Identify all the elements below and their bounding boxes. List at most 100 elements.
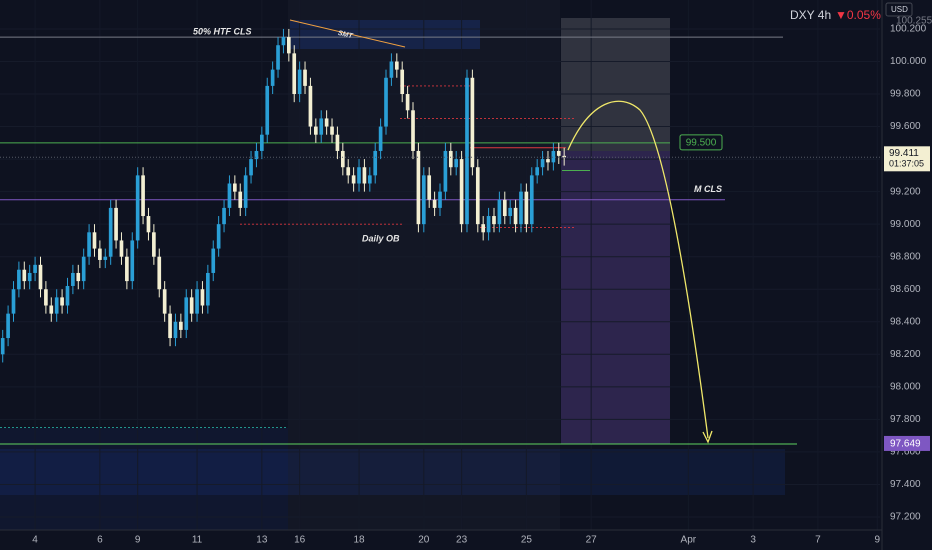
x-tick-label: 9 xyxy=(875,535,881,546)
currency-box xyxy=(885,2,913,17)
axis-labels: 97.200 97.400 97.600 97.800 98.000 98.200 98.4… xyxy=(0,16,932,546)
candle-body xyxy=(206,272,210,306)
candle-body xyxy=(286,37,291,54)
price-axis xyxy=(882,0,932,550)
candle-body xyxy=(540,159,545,168)
y-tick-label: 99.000 xyxy=(890,219,921,230)
candle-body xyxy=(22,269,27,282)
candle-body xyxy=(362,167,367,184)
level-name: Daily OB xyxy=(362,234,400,244)
candle-body xyxy=(330,126,334,135)
candle-body xyxy=(146,216,151,233)
x-tick-label: 11 xyxy=(192,535,203,546)
x-tick-label: 20 xyxy=(418,535,430,546)
candle-body xyxy=(351,175,356,184)
zone xyxy=(290,20,480,49)
candle-body xyxy=(524,191,529,225)
candle-body xyxy=(519,191,523,225)
smt-line xyxy=(289,19,406,48)
candle-body xyxy=(546,159,550,163)
candle-body xyxy=(529,175,534,225)
price-tag xyxy=(884,435,930,451)
candle-body xyxy=(313,126,318,135)
candle-body xyxy=(92,232,97,249)
candle-body xyxy=(260,134,264,151)
candle-body xyxy=(443,150,448,192)
candle-body xyxy=(470,77,475,168)
candle-body xyxy=(551,150,556,163)
candle-body xyxy=(17,269,21,290)
candle-body xyxy=(211,248,216,273)
candle-body xyxy=(222,207,226,225)
x-tick-label: 9 xyxy=(135,535,141,546)
candle-body xyxy=(427,175,432,200)
y-tick-label: 98.000 xyxy=(890,381,921,392)
candle-body xyxy=(421,175,426,225)
arrow-head xyxy=(702,430,713,444)
candle-body xyxy=(432,199,437,208)
candle-body xyxy=(367,175,372,184)
candle-body xyxy=(11,289,16,314)
x-tick-label: Apr xyxy=(681,535,697,546)
change: ▼0.05% xyxy=(835,8,881,22)
candle-body xyxy=(227,183,232,208)
y-tick-label: 99.200 xyxy=(890,186,921,197)
levels: 99.500 M CLS Daily OB xyxy=(0,36,797,445)
price-tag-label: 97.649 xyxy=(890,439,921,450)
candle-body xyxy=(459,159,464,225)
candle-body xyxy=(335,134,340,151)
candle-body xyxy=(168,313,172,339)
candle-body xyxy=(76,272,81,282)
candle-body xyxy=(373,150,378,176)
candle-body xyxy=(0,338,5,355)
candle-body xyxy=(130,240,135,282)
candle-body xyxy=(38,264,43,290)
x-tick-label: 3 xyxy=(750,535,756,546)
y-tick-label: 98.600 xyxy=(890,284,921,295)
candle-body xyxy=(405,94,410,111)
candle-body xyxy=(179,321,183,330)
y-tick-label: 100.200 xyxy=(890,24,927,35)
candle-body xyxy=(265,85,270,135)
x-tick-label: 6 xyxy=(97,535,103,546)
candle-body xyxy=(108,207,113,257)
candle-body xyxy=(243,175,248,208)
y-tick-label: 98.400 xyxy=(890,316,921,327)
projection-arrow xyxy=(567,100,709,439)
stop-box xyxy=(561,151,670,444)
candle-body xyxy=(319,118,324,135)
candle-body xyxy=(71,272,75,286)
candle-body xyxy=(416,150,421,225)
candle-body xyxy=(508,207,513,217)
candle-body xyxy=(394,61,399,70)
candle-body xyxy=(189,297,194,314)
y-tick-label: 97.600 xyxy=(890,447,921,458)
smt-label: SMT xyxy=(337,30,354,40)
candle-body xyxy=(141,175,145,217)
candle-body xyxy=(324,118,329,127)
candle-body xyxy=(562,155,567,158)
candle-body xyxy=(357,167,361,184)
candle-body xyxy=(448,150,453,168)
candle-body xyxy=(556,150,561,156)
x-tick-label: 18 xyxy=(353,535,365,546)
candle-body xyxy=(98,248,102,260)
y-tick-label: 98.800 xyxy=(890,251,921,262)
y-tick-label: 99.600 xyxy=(890,121,921,132)
candle-body xyxy=(297,69,302,95)
candle-body xyxy=(216,224,221,249)
candle-body xyxy=(135,175,140,241)
candle-body xyxy=(292,53,297,95)
x-tick-label: 23 xyxy=(456,535,468,546)
candle-body xyxy=(389,61,394,78)
candle-body xyxy=(249,159,253,176)
level-tag xyxy=(679,134,723,151)
candle-body xyxy=(513,207,518,225)
candle-body xyxy=(125,256,129,282)
candle-body xyxy=(152,232,156,257)
candle-body xyxy=(200,289,205,306)
grid xyxy=(0,0,880,530)
candle-body xyxy=(254,150,259,160)
